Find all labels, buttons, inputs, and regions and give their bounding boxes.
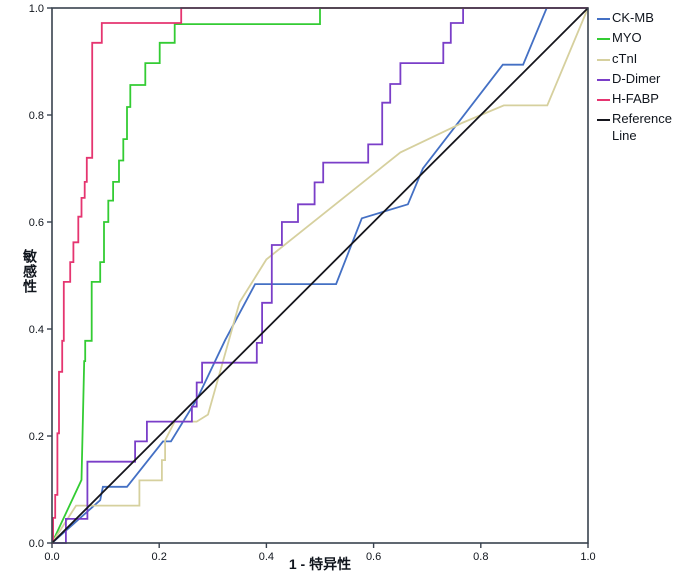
legend-item-reference-line: Reference Line (597, 111, 689, 144)
legend-item-ctni: cTnI (597, 51, 689, 67)
roc-curve-h-fabp (52, 7, 588, 544)
legend-item-h-fabp: H-FABP (597, 91, 689, 107)
roc-curve-d-dimer (52, 7, 588, 544)
legend-label: cTnI (612, 50, 638, 66)
legend-swatch-icon (597, 119, 610, 122)
legend-label: H-FABP (612, 91, 659, 106)
legend-swatch-icon (597, 58, 610, 61)
legend-item-ck-mb: CK-MB (597, 10, 689, 26)
legend-swatch-icon (597, 18, 610, 20)
x-tick-label: 0.4 (259, 551, 274, 563)
y-tick-label: 0.6 (29, 217, 44, 229)
legend-item-myo: MYO (597, 30, 689, 46)
y-axis-title: 敏感性 (20, 0, 40, 543)
legend-swatch-icon (597, 78, 610, 81)
legend-swatch-icon (597, 38, 610, 41)
y-tick-label: 0.4 (29, 324, 44, 336)
legend-label: MYO (612, 30, 642, 46)
legend-label: Reference Line (612, 111, 672, 143)
y-axis-label: 敏感性 (22, 249, 38, 294)
plot-frame (51, 7, 589, 544)
legend-swatch-icon (597, 99, 610, 101)
roc-curve-myo (51, 7, 588, 544)
x-tick-label: 0.0 (44, 551, 59, 563)
x-tick-label: 0.8 (473, 551, 488, 563)
y-tick-label: 0.0 (29, 538, 44, 550)
x-axis-label: 1 - 特异性 (288, 556, 352, 572)
roc-curve-ck-mb (51, 7, 588, 544)
x-tick-label: 0.2 (152, 551, 167, 563)
x-tick-label: 1.0 (580, 551, 595, 563)
legend: CK-MB MYO cTnI D-Dimer H-FABP Reference Line (597, 10, 689, 148)
legend-label: D-Dimer (612, 70, 661, 86)
legend-item-d-dimer: D-Dimer (597, 71, 689, 87)
y-tick-label: 1.0 (29, 3, 44, 15)
y-tick-label: 0.8 (29, 110, 44, 122)
roc-curve-reference-line (51, 7, 589, 544)
legend-label: CK-MB (612, 10, 654, 25)
x-tick-label: 0.6 (366, 551, 381, 563)
y-tick-label: 0.2 (29, 431, 44, 443)
